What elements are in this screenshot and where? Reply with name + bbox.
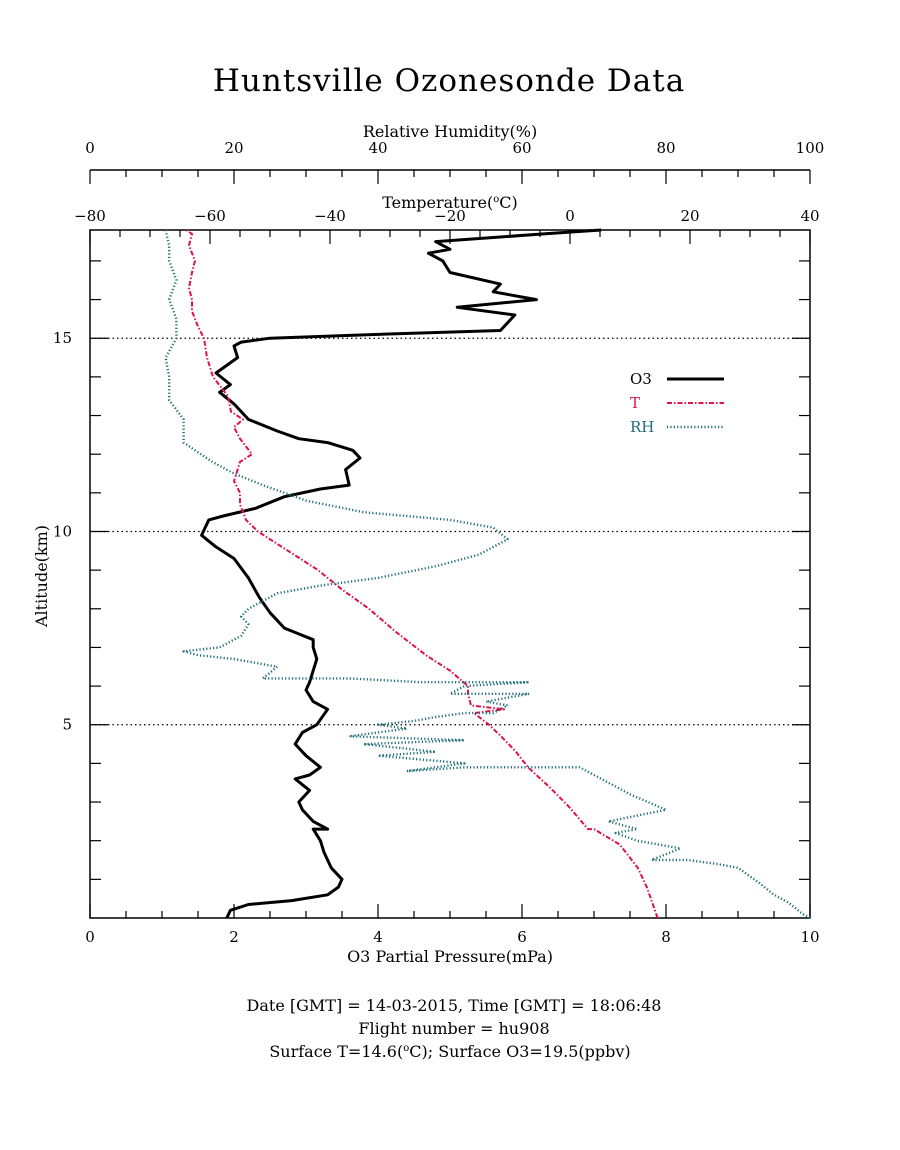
rh-tick-label: 80: [656, 139, 675, 157]
o3-tick-label: 8: [661, 928, 671, 946]
series-rh-line: [164, 229, 811, 920]
date-time-line: Date [GMT] = 14-03-2015, Time [GMT] = 18…: [247, 996, 662, 1015]
altitude-tick-label: 10: [53, 522, 72, 540]
rh-axis-label: Relative Humidity(%): [363, 122, 537, 141]
time-value: 18:06:48: [590, 996, 662, 1015]
rh-tick-label: 100: [796, 139, 825, 157]
o3-tick-label: 2: [229, 928, 239, 946]
series-layer: [164, 228, 811, 920]
o3-tick-label: 6: [517, 928, 527, 946]
date-value: 14-03-2015: [366, 996, 458, 1015]
temperature-axis: −80 −60 −40 −20 0 20 40: [74, 207, 820, 244]
temperature-tick-label: 0: [565, 207, 575, 225]
series-t-line: [185, 229, 659, 919]
o3-tick-label: 4: [373, 928, 383, 946]
altitude-tick-label: 15: [53, 329, 72, 347]
altitude-tick-label: 5: [62, 716, 72, 734]
rh-tick-label: 20: [224, 139, 243, 157]
temperature-tick-label: 20: [680, 207, 699, 225]
series-o3-line: [200, 228, 602, 919]
gridlines: [90, 337, 810, 726]
rh-tick-label: 0: [85, 139, 95, 157]
temperature-tick-label: 40: [800, 207, 819, 225]
surface-values-line: Surface T=14.6(oC); Surface O3=19.5(ppbv…: [269, 1042, 630, 1061]
chart-title: Huntsville Ozonesonde Data: [213, 63, 685, 99]
legend-label-o3: O3: [630, 370, 652, 388]
surface-t-value: 14.6: [361, 1042, 397, 1061]
flight-number-value: hu908: [498, 1019, 549, 1038]
temperature-tick-label: −20: [434, 207, 466, 225]
o3-axis-label: O3 Partial Pressure(mPa): [347, 947, 553, 966]
legend: O3 T RH: [630, 370, 724, 436]
altitude-axis-label: Altitude(km): [32, 525, 51, 628]
o3-tick-label: 10: [800, 928, 819, 946]
temperature-tick-label: −40: [314, 207, 346, 225]
o3-axis: 0 2 4 6 8 10: [85, 904, 820, 946]
temperature-tick-label: −60: [194, 207, 226, 225]
o3-tick-label: 0: [85, 928, 95, 946]
rh-tick-label: 40: [368, 139, 387, 157]
temperature-tick-label: −80: [74, 207, 106, 225]
legend-label-rh: RH: [630, 418, 654, 436]
temperature-axis-label: Temperature(oC): [382, 193, 518, 212]
legend-label-t: T: [630, 394, 640, 412]
surface-o3-value: 19.5: [543, 1042, 579, 1061]
flight-number-line: Flight number = hu908: [358, 1019, 549, 1038]
rh-axis: 0 20 40 60 80 100: [85, 139, 824, 184]
rh-tick-label: 60: [512, 139, 531, 157]
altitude-axis: 5 10 15: [53, 260, 810, 880]
